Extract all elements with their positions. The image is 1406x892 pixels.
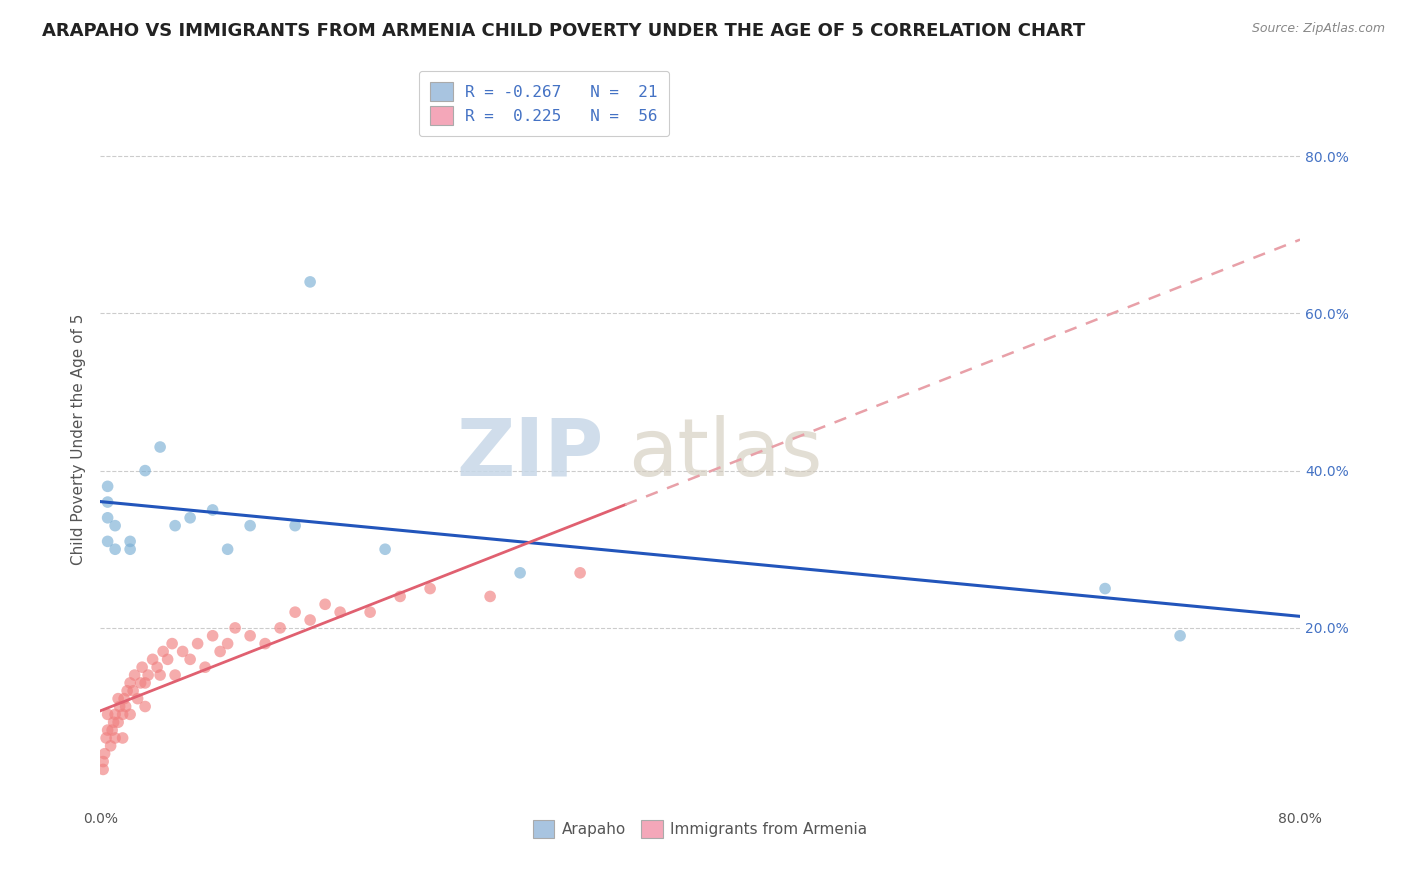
Point <box>127 691 149 706</box>
Point <box>104 707 127 722</box>
Point <box>314 597 336 611</box>
Point <box>114 699 136 714</box>
Point <box>389 590 412 604</box>
Point <box>156 652 179 666</box>
Point <box>97 510 120 524</box>
Y-axis label: Child Poverty Under the Age of 5: Child Poverty Under the Age of 5 <box>72 313 86 565</box>
Point <box>97 723 120 738</box>
Point <box>149 668 172 682</box>
Point <box>103 715 125 730</box>
Point <box>100 739 122 753</box>
Point <box>299 275 322 289</box>
Point <box>120 707 142 722</box>
Point <box>419 582 441 596</box>
Point <box>97 479 120 493</box>
Point <box>284 518 307 533</box>
Point <box>134 676 156 690</box>
Point <box>239 629 262 643</box>
Point <box>111 731 134 745</box>
Point <box>104 542 127 557</box>
Text: ZIP: ZIP <box>457 415 605 492</box>
Point <box>91 755 114 769</box>
Point <box>374 542 396 557</box>
Point <box>152 644 174 658</box>
Point <box>329 605 352 619</box>
Point <box>97 495 120 509</box>
Point <box>299 613 322 627</box>
Point <box>224 621 246 635</box>
Point <box>120 676 142 690</box>
Point <box>179 510 201 524</box>
Legend: Arapaho, Immigrants from Armenia: Arapaho, Immigrants from Armenia <box>527 814 873 844</box>
Point <box>194 660 217 674</box>
Point <box>239 518 262 533</box>
Point <box>160 637 183 651</box>
Point <box>134 464 156 478</box>
Point <box>201 503 224 517</box>
Point <box>1094 582 1116 596</box>
Point <box>97 534 120 549</box>
Point <box>165 518 187 533</box>
Point <box>104 731 127 745</box>
Point <box>112 691 135 706</box>
Point <box>94 731 117 745</box>
Point <box>217 637 239 651</box>
Point <box>124 668 146 682</box>
Point <box>165 668 187 682</box>
Point <box>120 534 142 549</box>
Point <box>136 668 159 682</box>
Point <box>172 644 194 658</box>
Point <box>107 715 129 730</box>
Point <box>91 763 114 777</box>
Text: Source: ZipAtlas.com: Source: ZipAtlas.com <box>1251 22 1385 36</box>
Point <box>509 566 531 580</box>
Point <box>569 566 592 580</box>
Point <box>131 660 153 674</box>
Point <box>254 637 277 651</box>
Point <box>179 652 201 666</box>
Point <box>104 518 127 533</box>
Text: ARAPAHO VS IMMIGRANTS FROM ARMENIA CHILD POVERTY UNDER THE AGE OF 5 CORRELATION : ARAPAHO VS IMMIGRANTS FROM ARMENIA CHILD… <box>42 22 1085 40</box>
Point <box>134 699 156 714</box>
Text: atlas: atlas <box>628 415 823 492</box>
Point <box>479 590 502 604</box>
Point <box>209 644 232 658</box>
Point <box>142 652 165 666</box>
Point <box>122 683 145 698</box>
Point <box>269 621 291 635</box>
Point <box>101 723 124 738</box>
Point <box>129 676 152 690</box>
Point <box>149 440 172 454</box>
Point <box>1168 629 1191 643</box>
Point <box>284 605 307 619</box>
Point <box>111 707 134 722</box>
Point <box>120 542 142 557</box>
Point <box>97 707 120 722</box>
Point <box>115 683 138 698</box>
Point <box>107 691 129 706</box>
Point <box>201 629 224 643</box>
Point <box>187 637 209 651</box>
Point <box>359 605 381 619</box>
Point <box>146 660 169 674</box>
Point <box>108 699 131 714</box>
Point <box>217 542 239 557</box>
Point <box>93 747 115 761</box>
